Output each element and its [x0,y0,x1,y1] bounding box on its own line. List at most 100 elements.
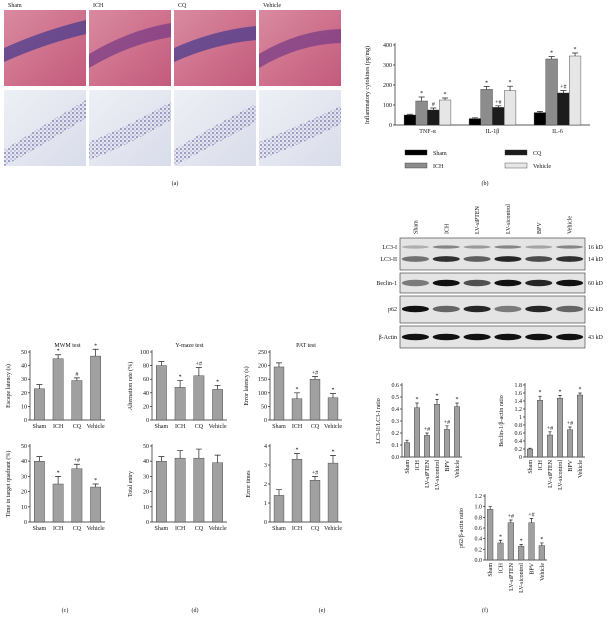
bar [569,55,582,126]
significance-mark: * [456,397,459,403]
error-bar [177,450,184,459]
y-tick-label: 300 [383,63,392,69]
legend-swatch [404,162,428,169]
panel-label: (a) [172,180,179,187]
error-bar [558,395,562,399]
x-tick-label: Vehicle [209,424,227,430]
y-tick-label: 40 [21,364,27,370]
error-bar [578,392,582,395]
y-tick-label: 200 [383,83,392,89]
x-tick-label: Vehicle [209,526,227,532]
bar [537,400,543,458]
bar [291,459,303,523]
blot-band [494,279,522,287]
error-bar [528,447,532,449]
x-tick-label: CQ [311,526,320,532]
bar [291,398,303,421]
x-tick-label: ICH [292,424,303,430]
chart-title: Y-maze test [175,343,203,349]
band-label: p62 [388,307,397,313]
y-tick-label: 0.6 [515,431,523,437]
y-tick-label: 50 [21,444,27,450]
chart-title: PAT test [296,343,316,349]
error-bar [276,489,282,496]
y-tick-label: 50 [261,404,267,410]
error-bar [294,453,300,460]
bar [533,112,546,126]
error-bar [55,476,62,484]
error-bar [568,426,572,430]
error-bar [529,518,534,523]
blot-band [525,256,553,262]
y-tick-label: 0 [264,418,267,424]
blot-band [525,333,553,341]
blot-band [463,279,491,287]
bar [557,398,563,458]
x-tick-label: Vehicle [540,563,546,581]
x-tick-label: Vehicle [578,460,584,478]
error-bar [330,393,336,398]
y-tick-label: 3 [264,463,267,469]
blot-band [525,245,553,249]
bar [273,366,285,421]
bar [439,99,452,126]
nissl-layer [89,102,171,160]
blot-band [463,305,491,313]
x-tick-label: ICH [175,526,186,532]
legend-label: CQ [533,151,542,157]
bar [538,545,545,561]
error-bar [36,384,43,389]
error-bar [158,361,165,366]
y-tick-label: 1 [519,415,522,421]
lane-label: Sham [413,220,419,234]
error-bar [425,432,429,436]
error-bar [92,483,99,488]
blot-band [494,245,522,249]
y-tick-label: 0 [264,520,267,526]
blot-band [556,333,584,341]
bar [174,457,186,523]
y-tick-label: 0 [519,455,522,461]
bar [444,429,450,458]
y-tick-label: 4 [264,444,267,450]
bar [547,434,553,458]
y-tick-label: 0.4 [515,439,523,445]
significance-mark: +# [560,85,566,91]
bar [557,92,570,126]
error-bar [73,377,80,381]
significance-mark: * [332,450,335,456]
x-tick-label: IL-1β [486,129,500,135]
axis [484,494,547,561]
significance-mark: +# [312,470,318,476]
significance-mark: * [420,91,423,97]
blot-band [525,305,553,313]
significance-mark: * [296,448,299,454]
error-bar [483,86,490,90]
x-tick-label: Sham [33,424,47,430]
y-tick-label: 250 [258,350,267,356]
x-tick-label: Sham [33,526,47,532]
chart-title: MWM test [54,343,80,349]
y-tick-label: 0.2 [475,547,483,553]
y-tick-label: 0 [389,123,392,129]
bar [174,387,186,421]
x-tick-label: Sham [272,424,286,430]
y-axis-label: Time in target quadrant (%) [5,451,12,518]
significance-mark: * [540,537,543,543]
lane-label: Vehicle [568,216,574,234]
neuron-layer [89,23,171,68]
y-axis-label: Error times [246,470,252,498]
blot-frame [399,237,586,271]
bar [327,462,339,523]
bar [34,388,45,421]
band-size: 14 kD [588,257,604,263]
band-size: 62 kD [588,307,604,313]
x-tick-label: Vehicle [324,424,342,430]
bar [309,379,321,421]
band-size: 16 kD [588,245,604,251]
error-bar [442,97,449,100]
y-tick-label: 0.3 [392,419,400,425]
y-tick-label: 30 [143,474,149,480]
x-tick-label: Vehicle [87,526,105,532]
